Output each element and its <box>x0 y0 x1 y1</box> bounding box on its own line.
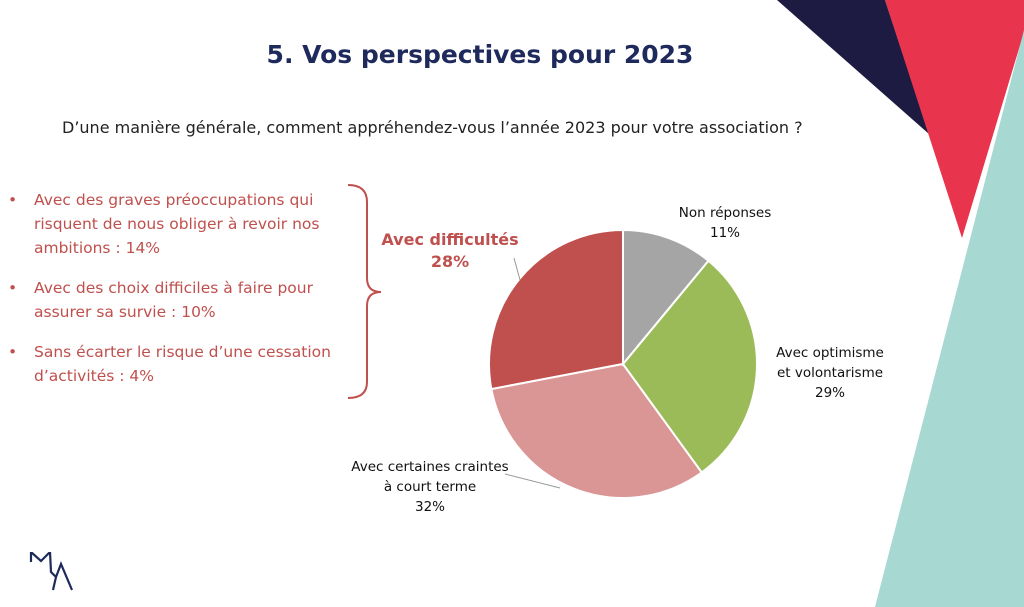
label-craintes: Avec certaines craintes à court terme 32% <box>351 459 509 515</box>
bullet-text: Sans écarter le risque d’une cessation d… <box>34 343 331 385</box>
navy-triangle <box>777 0 929 134</box>
label-optimisme: Avec optimisme et volontarisme 29% <box>776 345 884 401</box>
leader-line-difficultes <box>513 257 521 281</box>
difficulty-breakdown-list: • Avec des graves préoccupations qui risq… <box>6 188 351 404</box>
pie-slice-0 <box>622 228 710 367</box>
pie-slice-2 <box>490 362 704 499</box>
list-item: • Avec des choix difficiles à faire pour … <box>6 276 351 324</box>
bullet-icon: • <box>8 191 18 209</box>
brace-icon <box>347 184 382 399</box>
bullet-text: Avec des graves préoccupations qui risqu… <box>34 191 320 257</box>
slide-title: 5. Vos perspectives pour 2023 <box>266 40 694 69</box>
red-triangle <box>885 0 1024 238</box>
bullet-icon: • <box>8 279 18 297</box>
bullet-text: Avec des choix difficiles à faire pour a… <box>34 279 313 321</box>
teal-triangle <box>875 30 1024 607</box>
label-difficultes: Avec difficultés 28% <box>381 230 519 271</box>
list-item: • Avec des graves préoccupations qui risq… <box>6 188 351 260</box>
bullet-icon: • <box>8 343 18 361</box>
question-text: D’une manière générale, comment appréhen… <box>62 118 803 137</box>
logo <box>29 552 74 591</box>
list-item: • Sans écarter le risque d’une cessation … <box>6 340 351 388</box>
pie-slice-1 <box>621 259 758 474</box>
leader-line-craintes <box>504 473 561 489</box>
label-non-reponses: Non réponses 11% <box>678 205 772 241</box>
